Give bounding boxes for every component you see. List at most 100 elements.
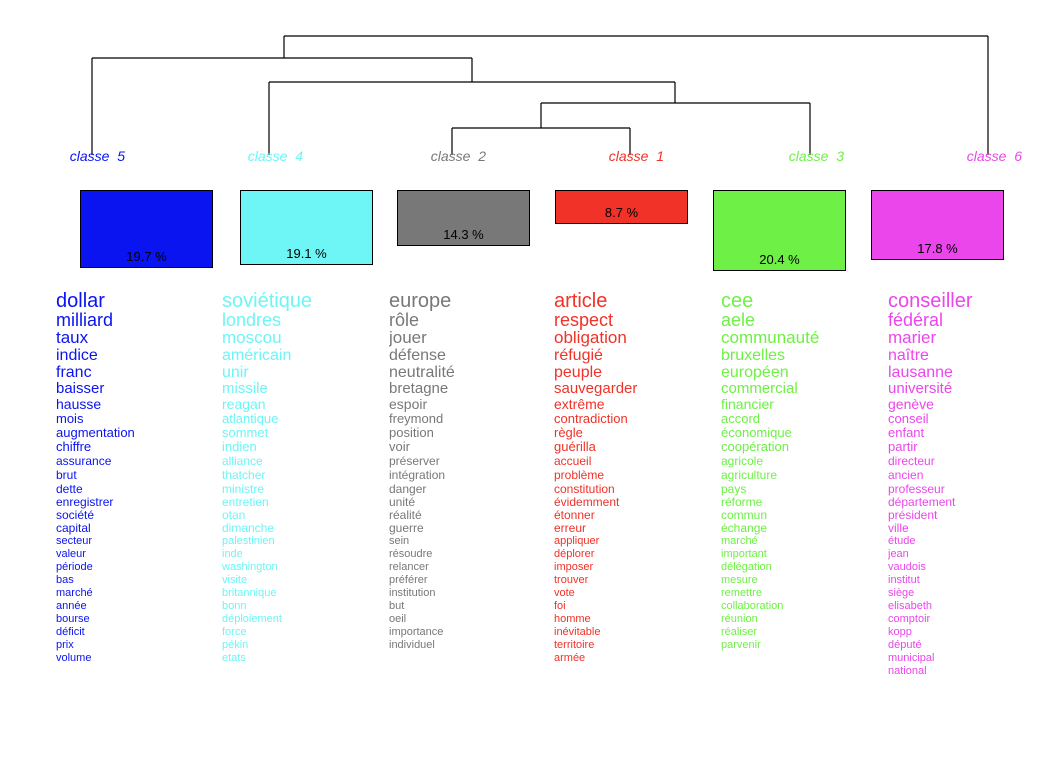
class-word: économique (721, 425, 792, 440)
class-word: règle (554, 425, 583, 440)
class-word: intégration (389, 468, 446, 482)
class-word: force (222, 626, 247, 638)
class-word: ministre (222, 482, 265, 496)
class-word: accueil (554, 454, 592, 468)
class-word: secteur (56, 535, 93, 547)
class-word: comptoir (888, 613, 931, 625)
class-word: déploiement (222, 613, 282, 625)
class-word: contradiction (554, 411, 628, 426)
class-label: classe 1 (608, 148, 664, 164)
class-percent-label: 19.1 % (286, 246, 327, 261)
class-word: guerre (389, 521, 424, 535)
class-word: commercial (721, 380, 798, 397)
class-word: trouver (554, 574, 589, 586)
class-word: vote (554, 587, 575, 599)
class-word: voir (389, 439, 410, 454)
class-word: dollar (56, 292, 105, 312)
class-word: siège (888, 587, 915, 599)
class-word: réaliser (721, 626, 758, 638)
class-bar: 14.3 % (397, 190, 530, 246)
class-word: naître (888, 347, 929, 364)
class-word: oeil (389, 613, 407, 625)
class-word: unir (222, 364, 249, 381)
class-bar: 8.7 % (555, 190, 688, 224)
class-label: classe 6 (966, 148, 1022, 164)
class-word: espoir (389, 396, 428, 412)
class-word: kopp (888, 626, 912, 638)
class-word: relancer (389, 561, 429, 573)
class-word: problème (554, 468, 605, 482)
class-word: palestinien (222, 535, 275, 547)
class-word: préserver (389, 454, 440, 468)
class-word: conseil (888, 411, 929, 426)
class-word: échange (721, 521, 768, 535)
class-word-list: cee aele communauté bruxelles européen commer… (721, 292, 881, 746)
class-word: bas (56, 574, 74, 586)
class-word: jean (888, 548, 909, 560)
class-word: marché (721, 535, 758, 547)
class-word: respect (554, 310, 614, 330)
class-word: vaudois (888, 561, 926, 573)
class-word: bruxelles (721, 347, 786, 364)
class-label: classe 5 (69, 148, 125, 164)
class-word: coopération (721, 439, 789, 454)
class-word: entretien (222, 495, 269, 509)
class-word: lausanne (888, 364, 953, 381)
class-word: municipal (888, 652, 935, 664)
class-word: foi (554, 600, 566, 612)
class-word: alliance (222, 454, 263, 468)
class-word: bourse (56, 613, 90, 625)
class-word: département (888, 495, 956, 509)
class-word: homme (554, 613, 591, 625)
class-word: missile (222, 380, 268, 397)
class-word: indien (222, 439, 257, 454)
class-word: conseiller (888, 292, 973, 312)
class-word: réalité (389, 508, 422, 522)
class-word: président (888, 508, 938, 522)
class-word: bretagne (389, 380, 449, 397)
class-word: institution (389, 587, 436, 599)
class-word: dimanche (222, 521, 275, 535)
class-word: soviétique (222, 292, 313, 312)
class-word: collaboration (721, 600, 784, 612)
class-word: pays (721, 482, 747, 496)
class-word: bonn (222, 600, 247, 612)
class-percent-label: 20.4 % (759, 252, 800, 267)
class-word: assurance (56, 454, 112, 468)
class-bar: 17.8 % (871, 190, 1004, 260)
class-word-list: soviétique londres moscou américain unir miss… (222, 292, 382, 746)
class-word-list: article respect obligation réfugié peuple sau… (554, 292, 714, 746)
class-percent-label: 8.7 % (604, 205, 639, 220)
class-word: déficit (56, 626, 85, 638)
class-word: chiffre (56, 439, 92, 454)
class-word: important (721, 548, 767, 560)
class-word: obligation (554, 328, 627, 347)
dendrogram-tree (91, 35, 989, 155)
class-word: brut (56, 468, 77, 482)
class-word: taux (56, 328, 89, 347)
class-word: aele (721, 310, 756, 330)
class-word: capital (56, 521, 91, 535)
class-word: unité (389, 495, 416, 509)
class-word: réunion (721, 613, 758, 625)
class-word: préférer (389, 574, 428, 586)
class-word: armée (554, 652, 586, 664)
class-word: agricole (721, 454, 764, 468)
class-word: accord (721, 411, 761, 426)
class-word: moscou (222, 328, 282, 347)
class-word: rôle (389, 310, 420, 330)
class-word: ancien (888, 468, 924, 482)
class-word: augmentation (56, 425, 135, 440)
class-word: appliquer (554, 535, 600, 547)
class-word: dette (56, 482, 83, 496)
class-word: mesure (721, 574, 758, 586)
class-word: indice (56, 347, 98, 364)
class-word: période (56, 561, 93, 573)
class-word: valeur (56, 548, 86, 560)
class-word: directeur (888, 454, 935, 468)
class-word: américain (222, 347, 292, 364)
class-label: classe 4 (247, 148, 303, 164)
class-bar: 19.1 % (240, 190, 373, 265)
class-word: britannique (222, 587, 277, 599)
class-word: européen (721, 364, 789, 381)
